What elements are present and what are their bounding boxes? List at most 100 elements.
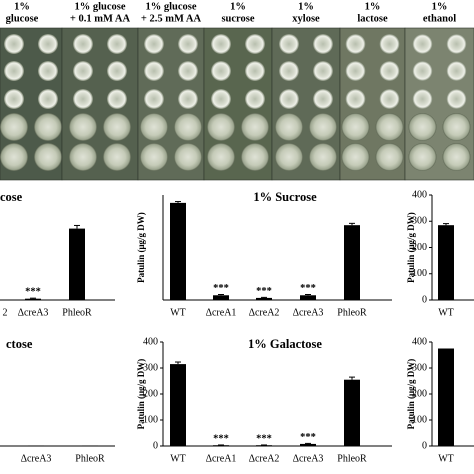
colony <box>313 61 333 81</box>
colony <box>446 89 467 109</box>
x-tick-label: ΔcreA2 <box>249 307 280 318</box>
column-label: 1% <box>230 1 246 12</box>
significance-label: *** <box>213 283 229 294</box>
colony <box>0 113 28 141</box>
x-tick-label: ΔcreA2 <box>249 453 280 464</box>
x-tick-label: WT <box>438 307 454 318</box>
y-tick-label: 0 <box>153 440 158 451</box>
colony <box>309 113 337 141</box>
colony <box>140 113 168 141</box>
colony <box>412 34 433 54</box>
x-tick-label: WT <box>438 453 454 464</box>
colony <box>241 113 269 141</box>
colony <box>107 34 127 54</box>
colony <box>144 34 164 54</box>
x-tick-label: WT <box>170 307 186 318</box>
colony <box>38 34 58 54</box>
colony <box>245 34 265 54</box>
colony <box>144 89 164 109</box>
x-tick-label: PhleoR <box>337 453 367 464</box>
y-tick-label: 300 <box>143 362 158 373</box>
colony <box>34 143 62 171</box>
colony <box>211 61 231 81</box>
colony <box>245 89 265 109</box>
colony <box>38 89 58 109</box>
colony <box>345 34 366 54</box>
significance-label: *** <box>300 432 316 443</box>
colony <box>313 89 333 109</box>
colony <box>442 113 471 141</box>
bar-chart: Patulin (μg/g DW) 0 100 200 300 400 WT <box>406 336 474 464</box>
colony <box>103 143 131 171</box>
y-axis-label: Patulin (μg/g DW) <box>406 212 416 283</box>
colony <box>345 89 366 109</box>
chart-title: 1% Galactose <box>248 337 322 351</box>
colony <box>279 61 299 81</box>
colony <box>275 113 303 141</box>
x-tick-label: PhleoR <box>337 307 367 318</box>
column-label: lactose <box>357 13 388 24</box>
colony <box>140 143 168 171</box>
y-tick-label: 200 <box>412 242 427 253</box>
colony <box>4 61 24 81</box>
colony <box>107 61 127 81</box>
colony <box>412 61 433 81</box>
x-tick-label: 2 <box>3 307 8 318</box>
colony <box>69 143 97 171</box>
y-tick-label: 300 <box>412 216 427 227</box>
colony <box>73 34 93 54</box>
plate-photo <box>0 27 474 181</box>
column-label: 1% <box>14 1 30 12</box>
bar-chart: 1% Galactose Patulin (μg/g DW) 0 100 200 300 4… <box>136 336 392 464</box>
colony <box>73 61 93 81</box>
colony <box>375 143 404 171</box>
x-tick-label: ΔcreA3 <box>21 453 52 464</box>
colony <box>245 61 265 81</box>
column-label: 1% <box>365 1 381 12</box>
colony <box>408 113 437 141</box>
colony <box>446 61 467 81</box>
x-tick-label: ΔcreA1 <box>206 307 237 318</box>
y-tick-label: 200 <box>412 388 427 399</box>
bar <box>438 225 454 300</box>
bar <box>213 445 229 446</box>
bar <box>300 443 316 446</box>
colony <box>279 34 299 54</box>
colony <box>379 61 400 81</box>
colony <box>207 143 235 171</box>
colony <box>309 143 337 171</box>
colony <box>408 143 437 171</box>
bar <box>170 202 186 300</box>
y-tick-label: 200 <box>143 388 158 399</box>
colony <box>4 34 24 54</box>
colony <box>38 61 58 81</box>
y-tick-label: 100 <box>412 414 427 425</box>
significance-label: *** <box>256 433 272 444</box>
bar <box>344 379 360 446</box>
colony <box>412 89 433 109</box>
bar-chart: Patulin (μg/g DW) 0 100 200 300 400 WT <box>406 189 474 318</box>
colony <box>69 113 97 141</box>
y-tick-label: 100 <box>412 268 427 279</box>
y-tick-label: 400 <box>143 336 158 347</box>
colony <box>442 143 471 171</box>
colony <box>313 34 333 54</box>
significance-label: *** <box>25 287 41 298</box>
chart-title: ctose <box>6 337 33 351</box>
bar <box>170 364 186 446</box>
significance-label: *** <box>213 433 229 444</box>
x-tick-label: ΔcreA1 <box>206 453 237 464</box>
colony <box>174 113 202 141</box>
colony <box>207 113 235 141</box>
column-label: xylose <box>292 13 320 24</box>
significance-label: *** <box>300 283 316 294</box>
colony <box>341 143 370 171</box>
x-tick-label: PhleoR <box>62 307 92 318</box>
x-tick-label: PhleoR <box>75 453 105 464</box>
x-tick-label: ΔcreA3 <box>293 307 324 318</box>
bar <box>344 225 360 300</box>
significance-label: *** <box>256 286 272 297</box>
y-axis-label: Patulin (μg/g DW) <box>136 212 146 283</box>
y-axis-label: Patulin (μg/g DW) <box>136 359 146 430</box>
